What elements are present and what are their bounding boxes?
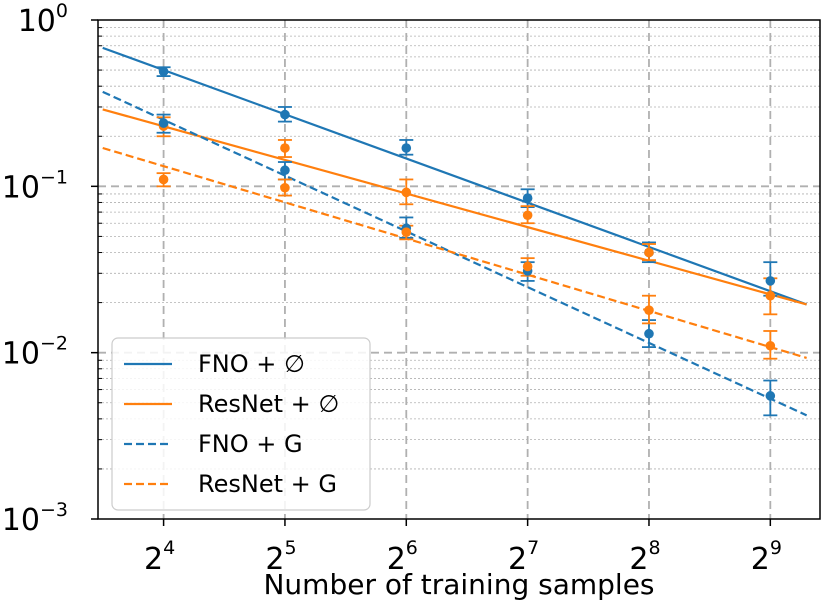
legend-label-1: ResNet + ∅ (198, 390, 339, 418)
data-point (401, 227, 412, 237)
y-tick-label: 100 (18, 0, 68, 39)
fit-line-series-3 (102, 146, 807, 359)
fit-line-series-1 (102, 108, 807, 306)
data-point (522, 193, 533, 203)
x-tick-label: 27 (508, 537, 539, 577)
data-point (158, 174, 169, 185)
data-point (158, 66, 169, 77)
data-point (401, 187, 412, 198)
y-tick-label: 10−2 (2, 333, 68, 372)
x-tick-label: 29 (751, 537, 782, 577)
x-tick-label: 28 (629, 537, 660, 577)
x-tick-label: 24 (144, 537, 175, 577)
y-tick-label: 10−3 (2, 499, 68, 538)
data-point (158, 118, 169, 128)
data-point (644, 328, 654, 339)
tick-labels: 10−3 10−2 10−1 100 24 25 26 27 28 29 (2, 0, 782, 577)
x-tick-label: 25 (265, 537, 296, 577)
data-point (280, 165, 290, 176)
legend: FNO + ∅ ResNet + ∅ FNO + G ResNet + G (111, 337, 371, 511)
axis-ticks (91, 19, 772, 526)
data-point (644, 305, 654, 316)
data-point (280, 143, 290, 153)
data-point (280, 109, 290, 120)
data-point (522, 261, 533, 272)
fit-lines (102, 46, 808, 417)
data-point (765, 290, 776, 301)
data-points (158, 66, 776, 401)
data-point (765, 391, 776, 401)
data-point (765, 340, 776, 351)
legend-label-3: ResNet + G (198, 470, 337, 498)
fit-line-series-0 (102, 46, 808, 306)
legend-box (111, 337, 371, 511)
legend-label-0: FNO + ∅ (198, 350, 305, 378)
plot-frame (97, 19, 821, 520)
data-point (765, 276, 776, 286)
data-point (280, 182, 290, 193)
legend-label-2: FNO + G (198, 430, 303, 458)
x-axis-title: Number of training samples (263, 568, 654, 601)
data-point (401, 143, 412, 153)
data-point (644, 247, 654, 258)
x-tick-label: 26 (387, 537, 418, 577)
data-point (522, 210, 533, 221)
y-tick-label: 10−1 (2, 166, 68, 205)
